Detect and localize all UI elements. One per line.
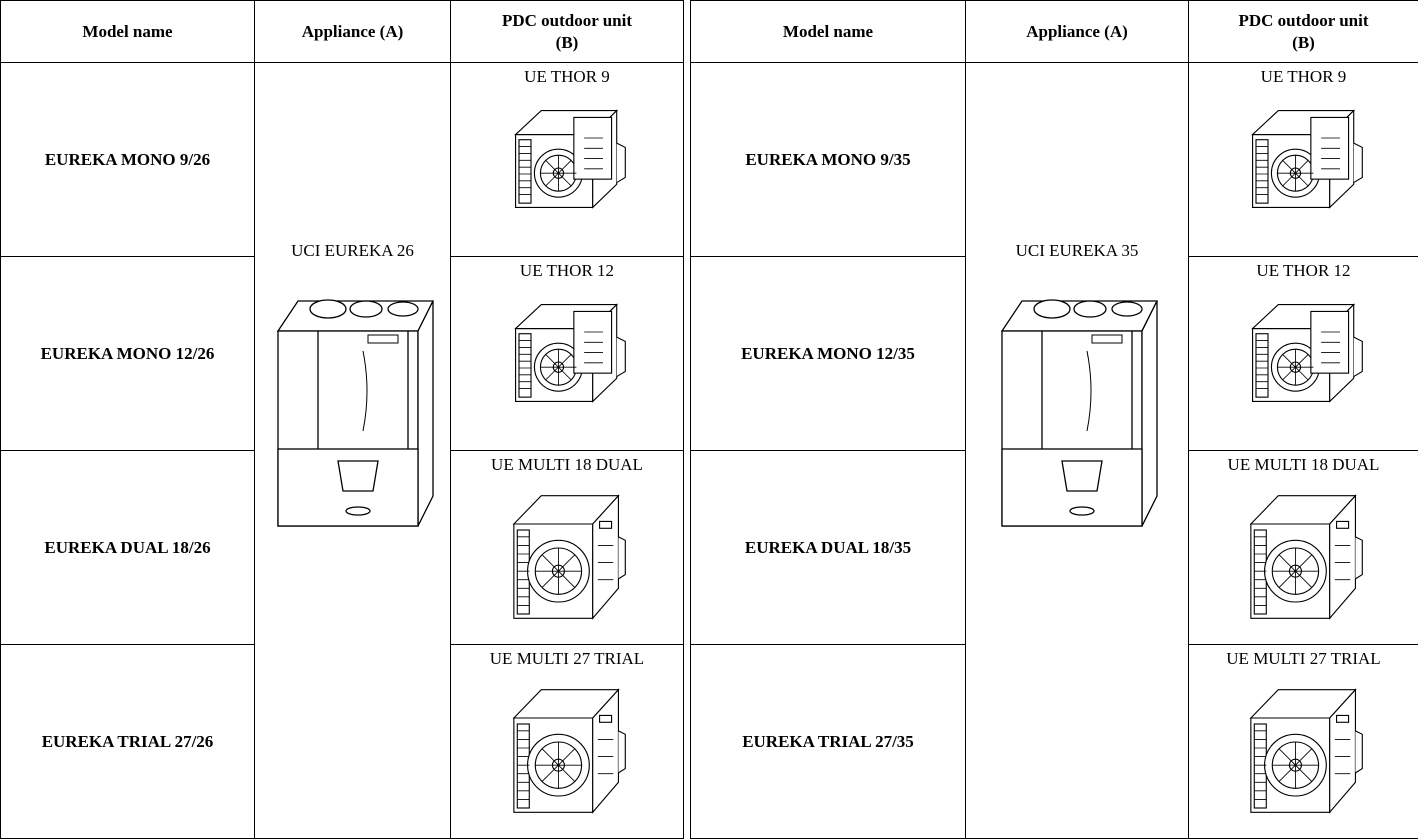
header-row: Model name Appliance (A) PDC outdoor unit … (1, 1, 684, 63)
appliance-cell: UCI EUREKA 26 (255, 63, 451, 839)
appliance-drawing (982, 271, 1172, 541)
column-header: Model name (691, 1, 966, 63)
outdoor-unit-cell: UE THOR 12 (1189, 257, 1418, 451)
model-table: Model name Appliance (A) PDC outdoor unit … (0, 0, 684, 839)
header-text: Model name (82, 22, 172, 41)
outdoor-unit-name: UE THOR 9 (451, 67, 683, 87)
model-name: EUREKA TRIAL 27/26 (1, 645, 255, 839)
model-name: EUREKA DUAL 18/35 (691, 451, 966, 645)
model-name: EUREKA MONO 12/26 (1, 257, 255, 451)
model-name: EUREKA MONO 9/26 (1, 63, 255, 257)
header-text: PDC outdoor unit (B) (1229, 10, 1379, 54)
appliance-drawing (258, 271, 448, 541)
outdoor-unit-name: UE MULTI 18 DUAL (1189, 455, 1418, 475)
column-header: Appliance (A) (255, 1, 451, 63)
column-header: Appliance (A) (966, 1, 1189, 63)
outdoor-unit-drawing (1244, 285, 1364, 415)
appliance-cell: UCI EUREKA 35 (966, 63, 1189, 839)
header-text: Appliance (A) (1026, 22, 1128, 41)
outdoor-unit-drawing (1244, 91, 1364, 221)
outdoor-unit-name: UE THOR 9 (1189, 67, 1418, 87)
outdoor-unit-drawing (507, 285, 627, 415)
outdoor-unit-cell: UE MULTI 27 TRIAL (1189, 645, 1418, 839)
outdoor-unit-drawing (507, 479, 627, 629)
model-name: EUREKA MONO 12/35 (691, 257, 966, 451)
outdoor-unit-name: UE MULTI 18 DUAL (451, 455, 683, 475)
column-header: PDC outdoor unit (B) (451, 1, 684, 63)
header-text: Appliance (A) (302, 22, 404, 41)
outdoor-unit-drawing (507, 91, 627, 221)
outdoor-unit-cell: UE THOR 12 (451, 257, 684, 451)
outdoor-unit-name: UE THOR 12 (451, 261, 683, 281)
appliance-name: UCI EUREKA 35 (966, 241, 1188, 261)
outdoor-unit-cell: UE MULTI 18 DUAL (451, 451, 684, 645)
header-row: Model name Appliance (A) PDC outdoor unit … (691, 1, 1418, 63)
outdoor-unit-drawing (1244, 673, 1364, 823)
header-text: Model name (783, 22, 873, 41)
model-name: EUREKA TRIAL 27/35 (691, 645, 966, 839)
appliance-name: UCI EUREKA 26 (255, 241, 450, 261)
column-header: PDC outdoor unit (B) (1189, 1, 1418, 63)
outdoor-unit-name: UE MULTI 27 TRIAL (1189, 649, 1418, 669)
outdoor-unit-name: UE MULTI 27 TRIAL (451, 649, 683, 669)
outdoor-unit-cell: UE THOR 9 (451, 63, 684, 257)
outdoor-unit-cell: UE MULTI 27 TRIAL (451, 645, 684, 839)
model-name: EUREKA DUAL 18/26 (1, 451, 255, 645)
outdoor-unit-name: UE THOR 12 (1189, 261, 1418, 281)
model-name: EUREKA MONO 9/35 (691, 63, 966, 257)
header-text: PDC outdoor unit (B) (492, 10, 642, 54)
column-header: Model name (1, 1, 255, 63)
model-table: Model name Appliance (A) PDC outdoor unit … (690, 0, 1418, 839)
outdoor-unit-drawing (1244, 479, 1364, 629)
outdoor-unit-cell: UE THOR 9 (1189, 63, 1418, 257)
outdoor-unit-drawing (507, 673, 627, 823)
outdoor-unit-cell: UE MULTI 18 DUAL (1189, 451, 1418, 645)
